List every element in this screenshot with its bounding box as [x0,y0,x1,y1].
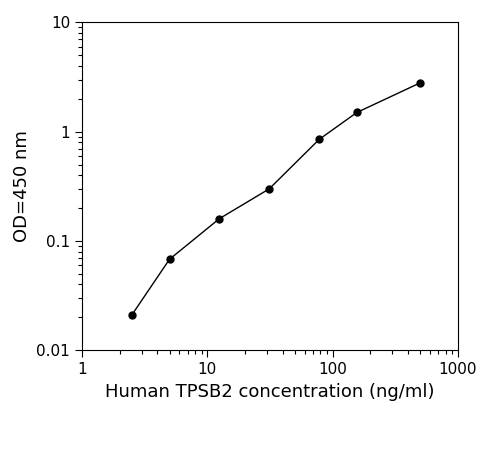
Y-axis label: OD=450 nm: OD=450 nm [13,130,31,242]
X-axis label: Human TPSB2 concentration (ng/ml): Human TPSB2 concentration (ng/ml) [105,383,435,401]
